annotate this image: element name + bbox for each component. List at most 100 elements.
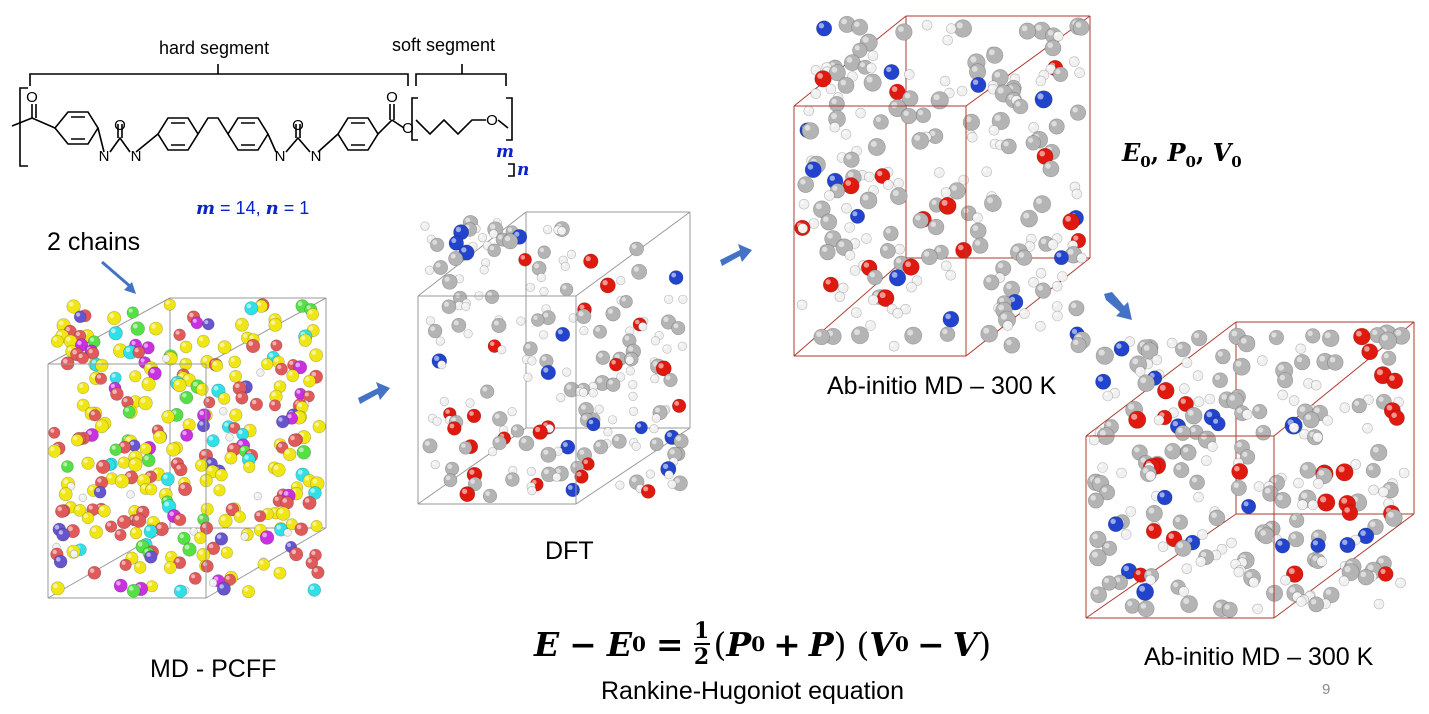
atom-hydrogen — [904, 69, 915, 80]
atom-highlight — [1312, 555, 1318, 562]
atom-highlight — [555, 448, 559, 452]
atom-highlight — [1319, 355, 1325, 362]
atom-magenta — [259, 530, 275, 545]
atom-highlight — [489, 245, 495, 251]
atom-hydrogen — [578, 387, 588, 397]
atom-carbon — [1322, 329, 1340, 347]
atom-highlight — [1191, 477, 1198, 483]
atom-salmon — [288, 433, 302, 448]
atom-hydrogen — [1051, 280, 1063, 292]
atom-yellow — [89, 525, 104, 539]
atom-highlight — [1301, 430, 1305, 435]
atom-carbon — [1370, 444, 1388, 462]
atom-hydrogen — [796, 299, 808, 311]
ref-sep-2: , — [1195, 138, 1213, 167]
atom-highlight — [129, 586, 134, 591]
atom-highlight — [1342, 539, 1348, 545]
atom-carbon — [448, 251, 464, 267]
atom-carbon — [819, 244, 836, 261]
atom-hydrogen — [1076, 252, 1088, 264]
atom-carbon — [531, 260, 547, 276]
atom-highlight — [866, 173, 870, 177]
atom-highlight — [867, 64, 872, 68]
atom-carbon — [482, 488, 498, 504]
atom-highlight — [1200, 551, 1207, 558]
atom-highlight — [1142, 468, 1149, 474]
atom-highlight — [175, 380, 180, 386]
atom-salmon — [173, 513, 187, 527]
atom-highlight — [930, 130, 936, 137]
atom-highlight — [50, 446, 55, 452]
page-number: 9 — [1322, 681, 1331, 698]
atom-highlight — [68, 547, 74, 552]
atom-cyan — [173, 584, 188, 598]
eq-fraction: 1 2 — [693, 619, 710, 669]
ref-p-sub: 0 — [1185, 152, 1196, 171]
atom-highlight — [958, 87, 962, 91]
atom-highlight — [1235, 459, 1239, 463]
atom-highlight — [849, 73, 853, 77]
atom-hydrogen — [941, 260, 952, 272]
atom-highlight — [1131, 413, 1138, 420]
atom-cyan — [244, 301, 259, 316]
atom-oxygen — [1386, 372, 1404, 390]
atom-carbon — [505, 472, 520, 487]
atom-highlight — [570, 314, 574, 318]
atom-highlight — [148, 518, 154, 523]
atom-highlight — [306, 305, 311, 310]
atom-carbon — [1268, 329, 1284, 346]
atom-carbon — [1351, 398, 1367, 414]
atom-highlight — [671, 272, 677, 278]
atom-highlight — [1003, 141, 1009, 147]
atom-highlight — [107, 522, 111, 527]
atom-highlight — [1235, 568, 1239, 573]
atom-carbon — [1308, 596, 1325, 613]
atom-highlight — [225, 575, 230, 580]
atom-yellow — [95, 358, 109, 373]
atom-carbon — [1090, 586, 1108, 604]
atom-highlight — [192, 318, 197, 323]
atom-highlight — [533, 315, 538, 320]
atom-highlight — [1147, 576, 1151, 580]
atom-carbon — [487, 243, 501, 258]
atom-cyan — [109, 371, 122, 384]
atom-hydrogen — [945, 269, 956, 281]
atom-yellow — [224, 451, 238, 465]
atom-highlight — [63, 462, 68, 467]
atom-hydrogen — [1151, 354, 1163, 366]
atom-highlight — [1183, 359, 1187, 363]
atom-highlight — [841, 18, 847, 25]
atom-highlight — [1078, 254, 1082, 259]
atom-highlight — [674, 401, 680, 406]
atom-highlight — [576, 471, 582, 477]
atom-highlight — [1183, 598, 1190, 605]
atom-highlight — [287, 414, 292, 419]
atom-highlight — [91, 527, 97, 533]
atom-highlight — [965, 116, 972, 123]
atom-highlight — [311, 372, 317, 377]
atom-highlight — [494, 438, 500, 443]
atom-hydrogen — [810, 88, 822, 99]
atom-carbon — [1012, 98, 1029, 115]
atom-highlight — [1123, 565, 1129, 572]
atom-green — [126, 583, 141, 598]
atom-highlight — [851, 240, 855, 244]
atom-highlight — [465, 217, 471, 223]
atom-carbon — [867, 138, 886, 156]
atom-highlight — [1375, 600, 1379, 605]
atom-hydrogen — [1116, 467, 1127, 479]
atom-green — [122, 405, 136, 419]
atom-highlight — [58, 320, 64, 326]
atom-hydrogen — [1362, 423, 1373, 434]
atom-highlight — [109, 313, 115, 318]
atom-highlight — [1314, 407, 1320, 413]
atom-highlight — [1104, 543, 1110, 549]
atom-highlight — [1146, 570, 1152, 576]
atom-highlight — [507, 474, 513, 480]
atom-hydrogen — [1035, 267, 1047, 279]
atom-highlight — [262, 532, 267, 538]
atom-highlight — [57, 331, 63, 337]
atom-o-3: O — [292, 117, 304, 134]
atom-yellow — [47, 444, 62, 458]
atom-hydrogen — [1071, 188, 1083, 200]
